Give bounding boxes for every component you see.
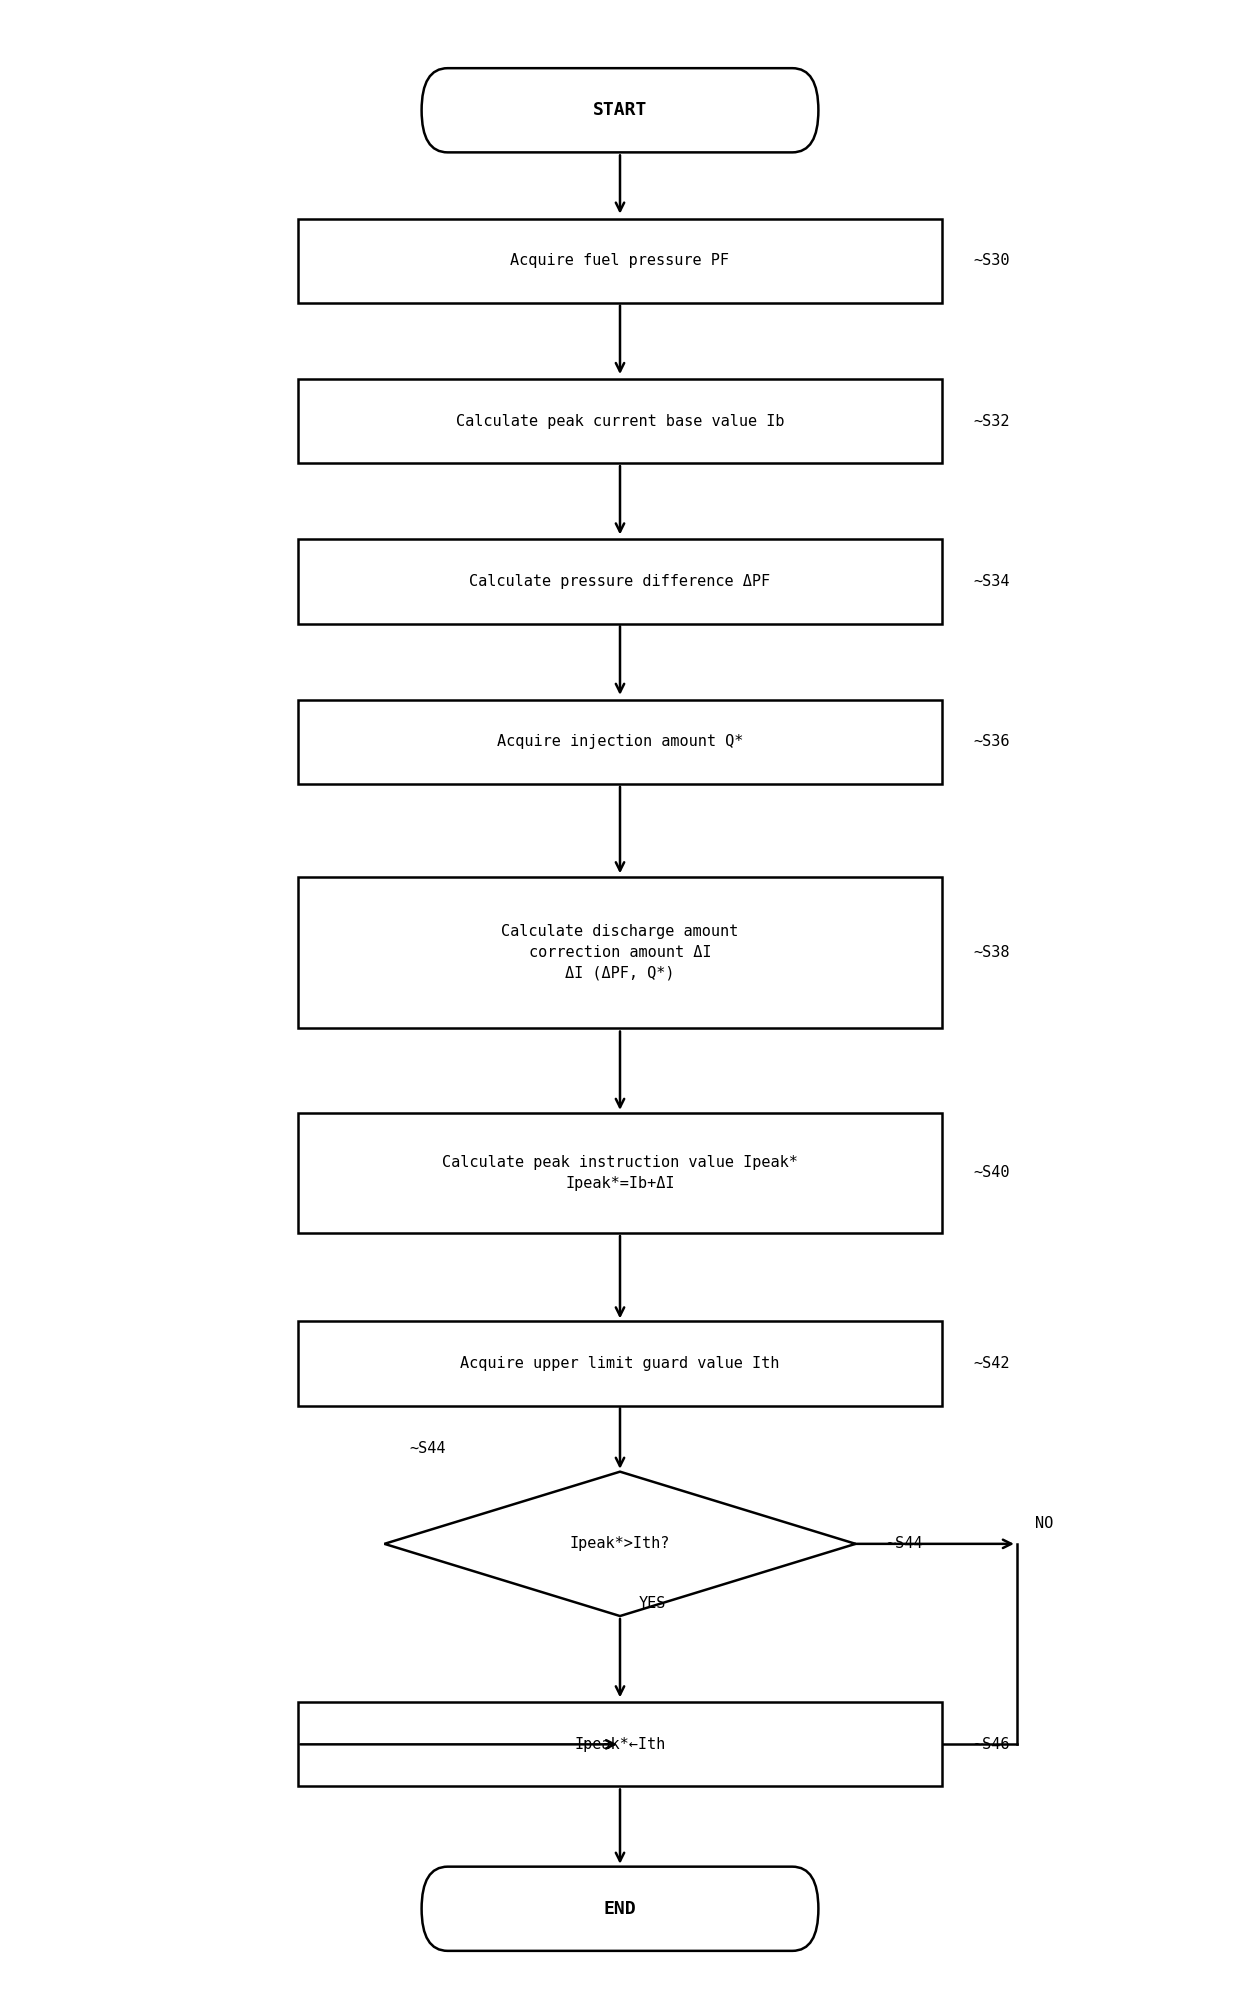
FancyBboxPatch shape [298, 219, 942, 303]
FancyBboxPatch shape [298, 539, 942, 624]
Text: Acquire upper limit guard value Ith: Acquire upper limit guard value Ith [460, 1355, 780, 1371]
Text: ~S44: ~S44 [887, 1536, 923, 1552]
Text: NO: NO [1035, 1516, 1054, 1532]
Text: Ipeak*←Ith: Ipeak*←Ith [574, 1736, 666, 1752]
Text: Ipeak*>Ith?: Ipeak*>Ith? [570, 1536, 670, 1552]
Text: Calculate discharge amount
correction amount ΔI
ΔI (ΔPF, Q*): Calculate discharge amount correction am… [501, 924, 739, 980]
FancyBboxPatch shape [298, 700, 942, 784]
FancyBboxPatch shape [298, 1321, 942, 1406]
FancyBboxPatch shape [298, 1702, 942, 1786]
Text: ~S40: ~S40 [973, 1165, 1009, 1181]
Text: ~S44: ~S44 [409, 1442, 445, 1456]
Text: Calculate peak current base value Ib: Calculate peak current base value Ib [456, 413, 784, 429]
FancyBboxPatch shape [298, 379, 942, 463]
Text: ~S42: ~S42 [973, 1355, 1009, 1371]
Text: Acquire injection amount Q*: Acquire injection amount Q* [497, 734, 743, 750]
Text: Acquire fuel pressure PF: Acquire fuel pressure PF [511, 253, 729, 269]
Text: ~S38: ~S38 [973, 944, 1009, 960]
Text: START: START [593, 102, 647, 118]
FancyBboxPatch shape [298, 878, 942, 1027]
Text: ~S30: ~S30 [973, 253, 1009, 269]
Text: ~S46: ~S46 [973, 1736, 1009, 1752]
Polygon shape [384, 1472, 856, 1616]
Text: YES: YES [639, 1596, 666, 1612]
FancyBboxPatch shape [422, 68, 818, 152]
Text: ~S36: ~S36 [973, 734, 1009, 750]
Text: Calculate peak instruction value Ipeak*
Ipeak*=Ib+ΔI: Calculate peak instruction value Ipeak* … [443, 1155, 797, 1191]
Text: Calculate pressure difference ΔPF: Calculate pressure difference ΔPF [470, 573, 770, 589]
Text: END: END [604, 1901, 636, 1917]
FancyBboxPatch shape [298, 1113, 942, 1233]
FancyBboxPatch shape [422, 1867, 818, 1951]
Text: ~S34: ~S34 [973, 573, 1009, 589]
Text: ~S32: ~S32 [973, 413, 1009, 429]
